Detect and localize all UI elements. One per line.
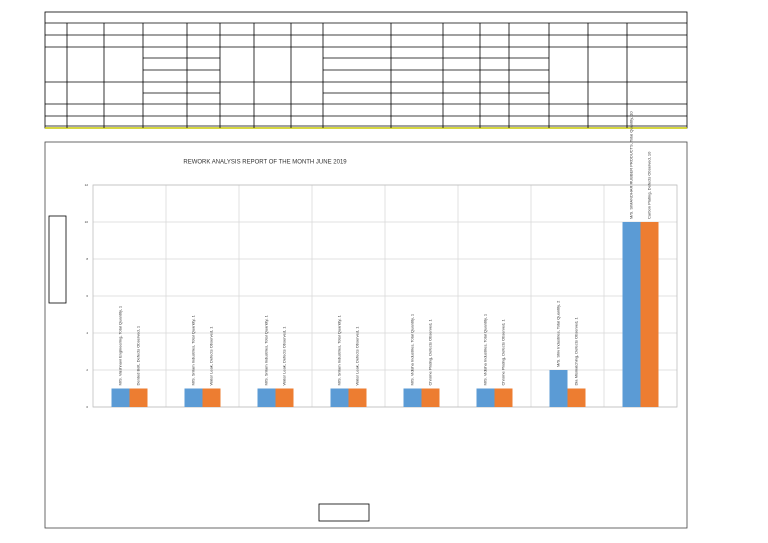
data-label: Chrome Plating, Defects Observed, 1 bbox=[428, 318, 433, 385]
chart-frame bbox=[44, 141, 688, 529]
bar bbox=[330, 388, 349, 407]
plot-area: 0 2 4 6 8 10 12 M/S. Vaishnavi Engineering, Tot… bbox=[85, 111, 678, 409]
chart-title: REWORK ANALYSIS REPORT OF THE MONTH JUNE… bbox=[183, 160, 347, 166]
bar bbox=[403, 388, 422, 407]
bar bbox=[202, 388, 221, 407]
bar bbox=[567, 388, 586, 407]
data-label: M/S. Vidisha Industries, Total Quantity,… bbox=[483, 313, 488, 385]
data-label: Chrome Plating, Defects Observed, 1 bbox=[501, 318, 506, 385]
axis-title-box bbox=[318, 503, 370, 522]
y-tick-label: 8 bbox=[86, 257, 88, 261]
data-label: M/S. Sriram Industries, Total Quantity, … bbox=[191, 314, 196, 385]
data-label: Dented Bolt, Defects Observed, 1 bbox=[136, 325, 141, 385]
spreadsheet-grid bbox=[44, 11, 688, 129]
data-label: M/S. SIMANDHAR RUBBER PRODUCTS, Total Qu… bbox=[629, 111, 634, 219]
y-tick-label: 2 bbox=[86, 368, 88, 372]
plot-border bbox=[92, 184, 678, 408]
data-label: M/S. Vaishnavi Engineering, Total Quanti… bbox=[118, 305, 123, 385]
bar bbox=[348, 388, 367, 407]
axis-title-box bbox=[48, 215, 67, 304]
data-label: M/S. Shiv Industries, Total Quantity, 2 bbox=[556, 300, 561, 367]
bar bbox=[640, 222, 659, 407]
bar bbox=[494, 388, 513, 407]
y-tick-label: 12 bbox=[85, 183, 89, 187]
bar bbox=[184, 388, 203, 407]
data-label: M/S. Sriram Industries, Total Quantity, … bbox=[264, 314, 269, 385]
data-label: Dia Mismatching, Defects Observed, 1 bbox=[574, 316, 579, 385]
data-label: Water Leak, Defects Observed, 1 bbox=[282, 326, 287, 386]
y-tick-label: 10 bbox=[85, 220, 89, 224]
y-tick-label: 6 bbox=[86, 294, 88, 298]
bar bbox=[129, 388, 148, 407]
bar bbox=[257, 388, 276, 407]
bar bbox=[275, 388, 294, 407]
data-label: Water Leak, Defects Observed, 1 bbox=[355, 326, 360, 386]
bar bbox=[622, 222, 641, 407]
y-tick-label: 0 bbox=[86, 405, 88, 409]
data-label: M/S. Sriram Industries, Total Quantity, … bbox=[337, 314, 342, 385]
data-label: Water Leak, Defects Observed, 1 bbox=[209, 326, 214, 386]
bar bbox=[111, 388, 130, 407]
data-label: Carbon Plating, Defects Observed, 10 bbox=[647, 151, 652, 219]
bar bbox=[421, 388, 440, 407]
bar bbox=[476, 388, 495, 407]
y-tick-label: 4 bbox=[86, 331, 88, 335]
data-label: M/S. Vidisha Industries, Total Quantity,… bbox=[410, 313, 415, 385]
bar bbox=[549, 370, 568, 407]
